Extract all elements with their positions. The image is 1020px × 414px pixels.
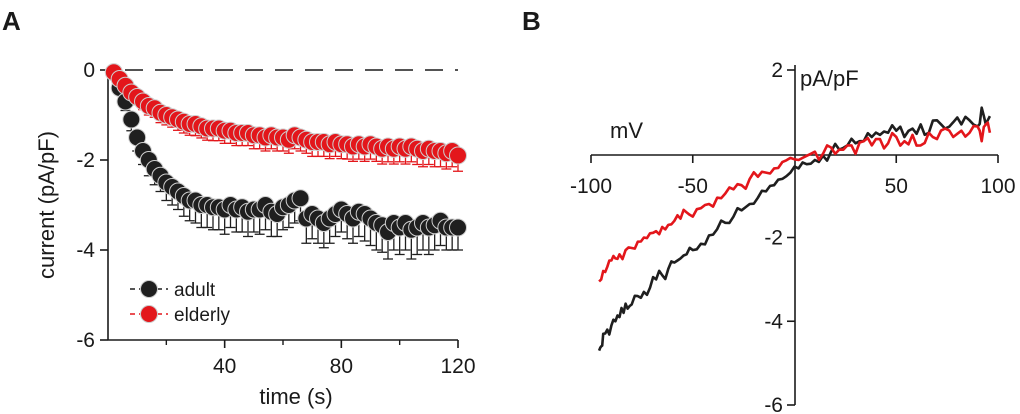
panel-a-points xyxy=(104,63,467,241)
point-adult xyxy=(122,110,141,129)
panel-a-y-label: current (pA/pF) xyxy=(34,131,59,279)
panel-a-y-ticks: 0 -2 -4 -6 xyxy=(76,59,108,352)
panel-a-y-tick-label: -2 xyxy=(76,149,95,172)
point-adult xyxy=(449,218,467,237)
point-elderly xyxy=(449,146,467,165)
panel-a: A 0 -2 -4 -6 40 80 120 time (s) current (pA/p… xyxy=(2,6,476,409)
point-adult xyxy=(291,189,310,208)
trace-adult xyxy=(597,106,992,352)
panel-b-traces xyxy=(597,106,992,352)
panel-b-y-ticks: 2 -2 -4 -6 xyxy=(764,59,795,414)
panel-b-x-tick-label: -100 xyxy=(570,175,612,198)
trace-elderly xyxy=(598,121,992,283)
panel-b-y-tick-label: -6 xyxy=(764,394,783,414)
legend-adult-label: adult xyxy=(174,280,216,301)
panel-b-x-tick-label: -50 xyxy=(678,175,708,198)
panel-b-x-tick-label: 50 xyxy=(885,175,908,198)
panel-b-x-tick-label: 100 xyxy=(980,175,1015,198)
legend-elderly-marker xyxy=(140,305,158,323)
panel-b: B -100 -50 50 100 2 -2 -4 -6 mV pA/pF xyxy=(522,6,1016,414)
panel-a-y-tick-label: 0 xyxy=(83,59,95,82)
legend-elderly-label: elderly xyxy=(174,305,230,326)
legend-adult-marker xyxy=(140,280,158,298)
panel-a-x-ticks: 40 80 120 xyxy=(165,340,476,378)
legend: adult elderly xyxy=(130,280,230,326)
panel-a-y-tick-label: -4 xyxy=(76,239,95,262)
panel-b-y-label: pA/pF xyxy=(800,66,859,91)
panel-b-x-ticks: -100 -50 50 100 xyxy=(570,155,1016,198)
panel-a-x-tick-label: 40 xyxy=(213,355,236,378)
panel-b-y-tick-label: 2 xyxy=(771,59,783,82)
panel-b-x-label: mV xyxy=(610,118,643,143)
panel-a-x-label: time (s) xyxy=(259,384,332,409)
panel-a-y-tick-label: -6 xyxy=(76,329,95,352)
panel-a-x-tick-label: 120 xyxy=(440,355,475,378)
panel-b-y-tick-label: -2 xyxy=(764,227,783,250)
panel-b-label: B xyxy=(522,6,541,36)
panel-a-label: A xyxy=(2,6,21,36)
panel-a-x-tick-label: 80 xyxy=(330,355,353,378)
panel-b-y-tick-label: -4 xyxy=(764,310,783,333)
